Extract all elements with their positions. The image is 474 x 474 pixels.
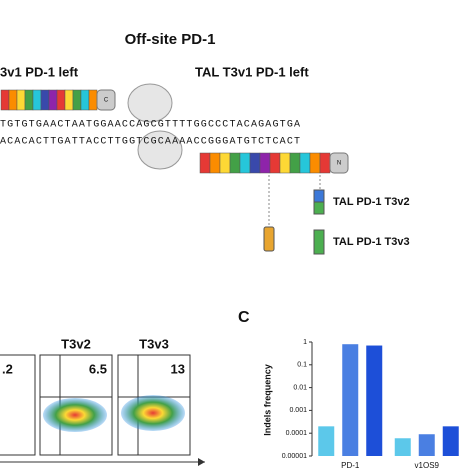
y-axis-label: Indels frequency xyxy=(262,364,272,436)
repeat xyxy=(249,152,261,174)
repeat xyxy=(319,152,331,174)
flow-panel xyxy=(117,354,191,456)
right-label: TAL T3v1 PD-1 left xyxy=(195,64,309,79)
repeat xyxy=(309,152,321,174)
diagram-title: Off-site PD-1 xyxy=(125,31,216,48)
repeat xyxy=(32,89,42,111)
sequence-top: TGTGTGAACTAATGGAACCAGCGTTTTGGCCCTACAGAGT… xyxy=(0,120,300,131)
bar xyxy=(342,344,359,456)
cell-cloud xyxy=(43,398,107,432)
flow-panel xyxy=(0,354,36,456)
fok-domain xyxy=(137,130,183,170)
fok-domain xyxy=(127,83,173,123)
c-mark: C xyxy=(104,98,109,104)
bar xyxy=(418,434,435,456)
bar xyxy=(394,438,411,456)
variant-box xyxy=(313,229,325,255)
repeat xyxy=(48,89,58,111)
cell-cloud xyxy=(121,395,185,431)
y-tick-label: 0.00001 xyxy=(282,453,307,460)
chart: 0.00001 0.0001 0.001 0.01 0.1 1 PD-1 v1OS9 xyxy=(282,339,459,470)
repeat xyxy=(0,89,10,111)
y-tick-label: 0.001 xyxy=(289,407,307,414)
y-tick-label: 0.0001 xyxy=(286,430,308,437)
n-term xyxy=(329,152,349,174)
repeat xyxy=(40,89,50,111)
bar xyxy=(366,345,383,456)
bar xyxy=(318,426,335,456)
repeat xyxy=(64,89,74,111)
flow-title: T3v2 xyxy=(61,336,91,351)
repeat xyxy=(219,152,231,174)
y-tick-label: 0.01 xyxy=(293,384,307,391)
x-tick-label: v1OS9 xyxy=(415,461,440,470)
flow-value: 6.5 xyxy=(89,361,107,376)
arrow xyxy=(198,458,205,466)
panel-label: C xyxy=(238,309,250,326)
repeat xyxy=(24,89,34,111)
repeat xyxy=(279,152,291,174)
repeat xyxy=(269,152,281,174)
repeat xyxy=(289,152,301,174)
sequence-bottom: ACACACTTGATTACCTTGGTCGCAAAACCGGGATGTCTCA… xyxy=(0,137,300,148)
variant-box xyxy=(313,189,325,203)
repeat xyxy=(199,152,211,174)
repeat xyxy=(16,89,26,111)
c-term xyxy=(96,89,116,111)
repeat xyxy=(88,89,98,111)
variant-box xyxy=(313,201,325,215)
n-mark: N xyxy=(337,161,341,167)
repeat xyxy=(80,89,90,111)
left-label: 3v1 PD-1 left xyxy=(0,64,79,79)
repeat xyxy=(299,152,311,174)
repeat xyxy=(239,152,251,174)
y-tick-label: 1 xyxy=(303,339,307,346)
bar xyxy=(442,426,459,456)
variant-label: TAL PD-1 T3v3 xyxy=(333,236,410,248)
flow-value: 13 xyxy=(171,361,185,376)
repeat xyxy=(209,152,221,174)
repeat xyxy=(56,89,66,111)
flow-value: .2 xyxy=(2,361,13,376)
flow-panel xyxy=(39,354,113,456)
flow-title: T3v3 xyxy=(139,336,169,351)
variant-box xyxy=(263,226,275,252)
repeat-domains xyxy=(0,89,331,174)
repeat xyxy=(72,89,82,111)
repeat xyxy=(8,89,18,111)
repeat xyxy=(229,152,241,174)
y-tick-label: 0.1 xyxy=(297,362,307,369)
variant-label: TAL PD-1 T3v2 xyxy=(333,196,410,208)
repeat xyxy=(259,152,271,174)
x-tick-label: PD-1 xyxy=(341,461,360,470)
